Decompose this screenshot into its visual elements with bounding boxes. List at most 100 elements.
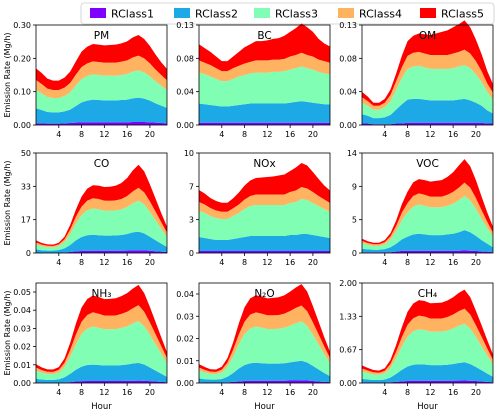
x-tick-label: 16 <box>285 258 295 267</box>
x-tick-label: 8 <box>242 258 247 267</box>
y-tick-label: 50 <box>21 149 31 158</box>
y-tick-label: 0.08 <box>176 54 194 63</box>
area-rclass1 <box>199 122 330 125</box>
area-rclass2 <box>362 362 493 383</box>
legend-swatch <box>338 8 354 18</box>
x-tick-label: 20 <box>308 130 318 139</box>
area-rclass4 <box>199 305 330 375</box>
area-rclass3 <box>199 321 330 380</box>
x-tick-label: 16 <box>448 258 458 267</box>
legend-swatch <box>254 8 270 18</box>
x-tick-label: 20 <box>308 388 318 397</box>
x-tick-label: 20 <box>471 388 481 397</box>
x-tick-label: 4 <box>219 388 224 397</box>
panel-7: NH₃ 0.00 0.01 0.02 0.03 0.04 0.05 4 8 12 16 20 Emiss… <box>3 282 168 412</box>
area-rclass4 <box>36 187 167 248</box>
area-rclass1 <box>36 380 167 383</box>
panel-title: N₂O <box>254 288 274 300</box>
area-rclass5 <box>362 159 493 245</box>
area-rclass5 <box>36 284 167 372</box>
y-tick-label: 0 <box>26 249 31 258</box>
axes-frame <box>198 152 331 254</box>
x-tick-label: 8 <box>405 258 410 267</box>
y-tick-label: 0.00 <box>339 121 357 130</box>
y-tick-label: 0.05 <box>13 288 31 297</box>
area-rclass5 <box>362 289 493 373</box>
y-tick-label: 0.02 <box>176 335 194 344</box>
area-rclass3 <box>199 66 330 107</box>
y-tick-label: 0.02 <box>13 343 31 352</box>
area-rclass1 <box>362 380 493 383</box>
axes-frame <box>361 282 494 384</box>
panels: PM 0.00 0.10 0.20 0.30 4 8 12 16 20 Emission Rate … <box>3 20 494 412</box>
panel-4: CO 0 17 33 50 4 8 12 16 20 Emission Rate (Mg/h) <box>3 149 168 267</box>
axes-frame <box>35 282 168 384</box>
legend-label: RClass2 <box>195 8 238 21</box>
x-tick-label: 20 <box>471 258 481 267</box>
y-tick-label: 0.04 <box>176 290 194 299</box>
x-tick-label: 4 <box>382 388 387 397</box>
panel-title: VOC <box>416 158 439 170</box>
area-rclass3 <box>36 321 167 380</box>
area-rclass2 <box>36 231 167 253</box>
x-tick-label: 12 <box>99 258 109 267</box>
y-tick-label: 0.08 <box>339 54 357 63</box>
panel-title: NH₃ <box>92 288 112 300</box>
area-rclass2 <box>199 360 330 383</box>
y-tick-label: 0.03 <box>176 312 194 321</box>
y-axis-label: Emission Rate (Mg/h) <box>3 32 12 117</box>
area-rclass1 <box>199 251 330 253</box>
y-tick-label: 1.33 <box>339 312 357 321</box>
x-tick-label: 12 <box>425 130 435 139</box>
x-tick-label: 12 <box>262 130 272 139</box>
x-tick-label: 8 <box>242 388 247 397</box>
panel-title: NOx <box>253 158 275 170</box>
axes-frame <box>35 24 168 126</box>
x-tick-label: 8 <box>79 130 84 139</box>
x-tick-label: 4 <box>382 258 387 267</box>
area-rclass1 <box>199 380 330 383</box>
panel-title: BC <box>257 30 271 42</box>
y-tick-label: 0.04 <box>339 88 357 97</box>
panel-5: NOx 0 3 7 10 4 8 12 16 20 <box>184 149 331 267</box>
area-rclass3 <box>362 195 493 250</box>
area-rclass1 <box>362 250 493 253</box>
legend-swatch <box>90 8 106 18</box>
x-tick-label: 12 <box>425 388 435 397</box>
x-tick-label: 16 <box>448 388 458 397</box>
area-rclass4 <box>199 187 330 219</box>
area-rclass3 <box>36 70 167 113</box>
legend-label: RClass3 <box>275 8 318 21</box>
y-tick-label: 33 <box>21 182 31 191</box>
y-tick-label: 0 <box>352 249 357 258</box>
panel-2: BC 0.00 0.04 0.08 0.13 4 8 12 16 20 <box>176 21 331 139</box>
area-rclass2 <box>36 97 167 124</box>
axes-frame <box>198 24 331 126</box>
y-tick-label: 0.67 <box>339 346 357 355</box>
y-tick-label: 14 <box>347 149 357 158</box>
y-axis-label: Emission Rate (Mg/h) <box>3 290 12 375</box>
y-tick-label: 10 <box>184 149 194 158</box>
x-tick-label: 16 <box>285 388 295 397</box>
y-tick-label: 9 <box>352 182 357 191</box>
legend-label: RClass1 <box>111 8 154 21</box>
x-tick-label: 4 <box>56 130 61 139</box>
x-tick-label: 20 <box>145 388 155 397</box>
y-tick-label: 0.00 <box>339 379 357 388</box>
panel-title: OM <box>419 30 436 42</box>
panel-9: CH₄ 0.00 0.67 1.33 2.00 4 8 12 16 20 Hour <box>339 279 494 412</box>
x-tick-label: 12 <box>262 258 272 267</box>
x-tick-label: 16 <box>122 130 132 139</box>
y-tick-label: 0.10 <box>13 88 31 97</box>
area-rclass5 <box>199 163 330 212</box>
x-tick-label: 8 <box>242 130 247 139</box>
area-rclass1 <box>36 250 167 253</box>
area-rclass4 <box>362 49 493 110</box>
x-tick-label: 12 <box>99 130 109 139</box>
x-axis-label: Hour <box>91 402 112 412</box>
area-rclass4 <box>36 305 167 375</box>
area-rclass1 <box>362 122 493 125</box>
axes-frame <box>361 152 494 254</box>
area-rclass3 <box>199 199 330 240</box>
